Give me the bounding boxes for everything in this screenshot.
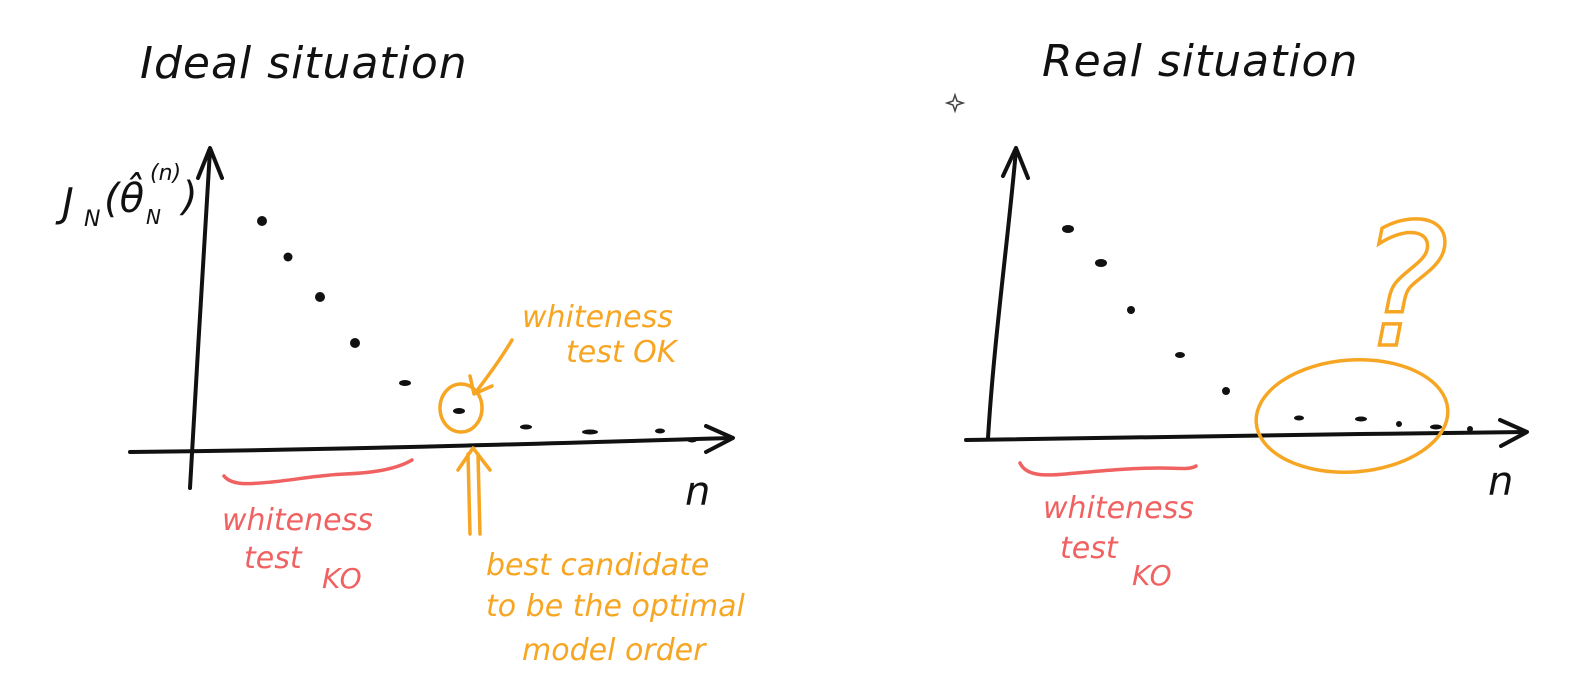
cost-point (1430, 424, 1442, 430)
ideal-best-arrow (456, 446, 492, 536)
cost-point (582, 429, 598, 435)
ideal-ok-circle (438, 382, 484, 434)
real-x-label: n (1488, 459, 1513, 505)
ideal-y-axis (188, 148, 212, 490)
y-label-j-sub: N (84, 207, 100, 232)
red-note-line3: KO (322, 562, 362, 595)
red-note-line1: whiteness (222, 503, 373, 538)
ideal-best-note: best candidate to be the optimal model o… (486, 548, 746, 668)
cost-point (350, 338, 360, 348)
cost-point (1294, 415, 1304, 421)
cost-point (655, 428, 665, 434)
ideal-red-brace (222, 458, 414, 486)
real-cost-points (1062, 225, 1473, 432)
cost-point (520, 424, 532, 430)
real-panel: Real situation n ? whiteness test (964, 36, 1529, 592)
ok-note-line1: whiteness (522, 300, 673, 335)
ideal-y-arrow (196, 146, 224, 180)
ideal-red-note: whiteness test KO (222, 503, 373, 595)
real-x-arrow (1498, 418, 1529, 448)
real-red-note-line3: KO (1132, 559, 1172, 592)
best-note-line3: model order (522, 633, 707, 668)
ideal-title: Ideal situation (140, 38, 468, 89)
y-label-j: J (55, 180, 74, 226)
cost-point (257, 216, 267, 226)
cost-point (1175, 352, 1185, 358)
real-question-mark: ? (1358, 188, 1448, 386)
ideal-y-label: J N (θ̂ N (n) ) (55, 161, 198, 232)
real-red-brace (1018, 461, 1198, 477)
ideal-ok-arrowhead (468, 374, 494, 396)
ok-note-line2: test OK (566, 335, 679, 370)
real-x-axis (964, 430, 1528, 442)
real-title: Real situation (1042, 36, 1358, 87)
cost-point (1222, 387, 1230, 395)
cost-point (1396, 421, 1402, 427)
real-y-arrow (1001, 146, 1030, 180)
ideal-ok-arrow (474, 338, 514, 394)
cost-point (283, 252, 293, 262)
ideal-x-arrow (704, 424, 735, 454)
ideal-x-label: n (685, 469, 710, 515)
cost-point (453, 408, 465, 414)
real-red-note-line2: test (1060, 531, 1119, 566)
red-note-line2: test (244, 541, 303, 576)
ideal-cost-points (257, 216, 697, 443)
y-label-close: ) (179, 174, 198, 220)
cost-point (1127, 306, 1135, 314)
best-note-line2: to be the optimal (486, 589, 746, 624)
sparkle-mark (944, 92, 966, 114)
cost-point (1095, 259, 1107, 267)
y-label-theta-sup: (n) (150, 161, 181, 186)
cost-point (687, 437, 697, 443)
cost-point (399, 380, 411, 386)
ideal-panel: Ideal situation J N (θ̂ N (n) ) n (55, 38, 746, 668)
cost-point (1355, 416, 1367, 422)
real-red-note-line1: whiteness (1043, 491, 1194, 526)
best-note-line1: best candidate (486, 548, 709, 583)
real-red-note: whiteness test KO (1043, 491, 1194, 592)
real-y-axis (986, 148, 1018, 440)
y-label-theta: (θ̂ (104, 172, 144, 222)
ideal-ok-note: whiteness test OK (522, 300, 679, 370)
ideal-x-axis (128, 436, 734, 454)
cost-point (315, 292, 325, 302)
cost-point (1467, 426, 1473, 432)
y-label-theta-sub: N (146, 205, 161, 229)
real-uncertain-ellipse (1254, 357, 1450, 475)
cost-point (1062, 225, 1074, 233)
